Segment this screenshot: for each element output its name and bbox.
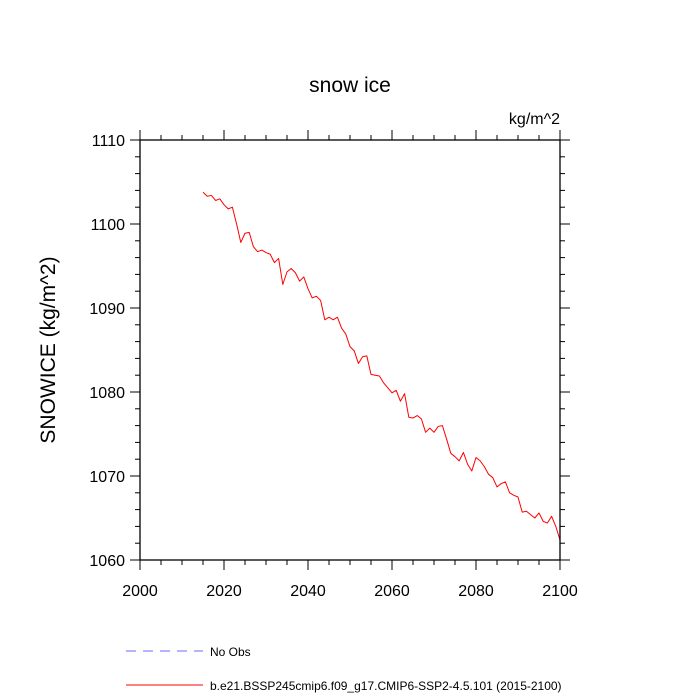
x-tick-label: 2060: [374, 583, 410, 600]
y-tick-label: 1090: [89, 301, 125, 318]
x-tick-labels: 2000 2020 2040 2060 2080 2100: [122, 583, 578, 600]
chart-title: snow ice: [309, 74, 391, 97]
y-tick-label: 1080: [89, 385, 125, 402]
y-tick-label: 1110: [92, 133, 125, 150]
x-tick-label: 2080: [458, 583, 494, 600]
y-axis-label: SNOWICE (kg/m^2): [37, 256, 60, 443]
axis-ticks: [130, 130, 570, 570]
plot-frame: [139, 139, 561, 561]
x-tick-label: 2000: [122, 583, 158, 600]
x-tick-label: 2040: [290, 583, 326, 600]
x-tick-label: 2020: [206, 583, 242, 600]
series-line-0: [202, 191, 561, 540]
data-series: [202, 191, 561, 540]
units-label: kg/m^2: [509, 111, 560, 128]
x-tick-label: 2100: [542, 583, 578, 600]
legend-label-model: b.e21.BSSP245cmip6.f09_g17.CMIP6-SSP2-4.…: [210, 679, 562, 693]
y-tick-labels: 1060 1070 1080 1090 1100 1110: [89, 133, 125, 570]
y-tick-label: 1070: [89, 469, 125, 486]
legend: No Obs b.e21.BSSP245cmip6.f09_g17.CMIP6-…: [126, 645, 562, 693]
y-tick-label: 1100: [91, 217, 126, 234]
legend-label-no-obs: No Obs: [210, 645, 251, 659]
y-tick-label: 1060: [89, 553, 125, 570]
